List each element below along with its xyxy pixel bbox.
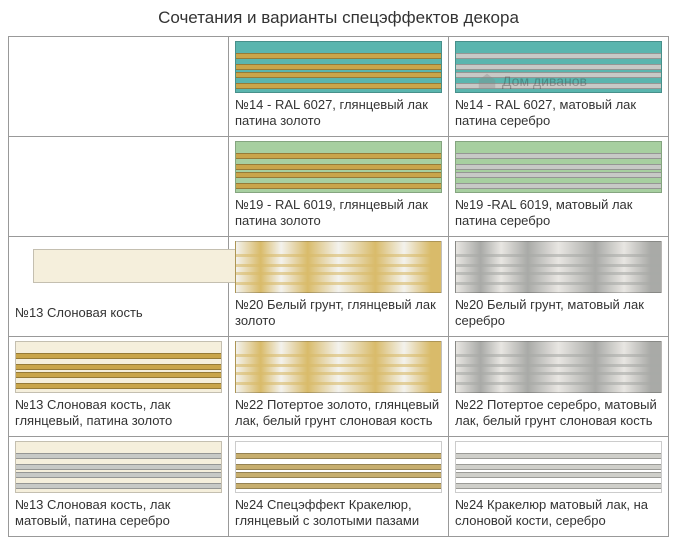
swatch-sample [235,341,442,393]
swatch-cell: №13 Слоновая кость, лак глянцевый, патин… [9,337,229,437]
swatch-cell: №20 Белый грунт, матовый лак серебро [449,237,669,337]
swatch-sample [15,441,222,493]
swatch-sample [455,141,662,193]
swatch-cell: №20 Белый грунт, глянцевый лак золото [229,237,449,337]
swatch-sample [235,441,442,493]
swatch-sample [235,141,442,193]
swatch-cell: №13 Слоновая кость, лак матовый, патина … [9,437,229,537]
swatch-cell: №24 Кракелюр матовый лак, на слоновой ко… [449,437,669,537]
swatch-cell: №14 - RAL 6027, матовый лак патина сереб… [449,37,669,137]
swatch-label: №24 Кракелюр матовый лак, на слоновой ко… [455,497,662,530]
swatch-label: №13 Слоновая кость, лак глянцевый, патин… [15,397,222,430]
swatch-cell: №14 - RAL 6027, глянцевый лак патина зол… [229,37,449,137]
swatch-sample [455,241,662,293]
swatch-cell: №22 Потертое золото, глянцевый лак, белы… [229,337,449,437]
swatch-sample [235,241,442,293]
swatch-sample [235,41,442,93]
swatch-label: №24 Спецэффект Кракелюр, глянцевый с зол… [235,497,442,530]
swatch-sample [455,441,662,493]
swatch-label: №19 -RAL 6019, матовый лак патина серебр… [455,197,662,230]
page-title: Сочетания и варианты спецэффектов декора [8,8,669,28]
swatch-cell: №24 Спецэффект Кракелюр, глянцевый с зол… [229,437,449,537]
swatch-grid: №14 - RAL 6027, глянцевый лак патина зол… [8,36,669,537]
swatch-cell [9,137,229,237]
swatch-label: №22 Потертое серебро, матовый лак, белый… [455,397,662,430]
swatch-cell: №19 -RAL 6019, матовый лак патина серебр… [449,137,669,237]
swatch-cell: №13 Слоновая кость [9,237,229,337]
swatch-sample [455,41,662,93]
swatch-label: №14 - RAL 6027, матовый лак патина сереб… [455,97,662,130]
swatch-sample [455,341,662,393]
swatch-cell: №19 - RAL 6019, глянцевый лак патина зол… [229,137,449,237]
swatch-label: №14 - RAL 6027, глянцевый лак патина зол… [235,97,442,130]
swatch-cell: №22 Потертое серебро, матовый лак, белый… [449,337,669,437]
swatch-cell [9,37,229,137]
swatch-sample [15,341,222,393]
swatch-sample [15,249,222,301]
swatch-label: №13 Слоновая кость, лак матовый, патина … [15,497,222,530]
swatch-label: №20 Белый грунт, глянцевый лак золото [235,297,442,330]
swatch-label: №22 Потертое золото, глянцевый лак, белы… [235,397,442,430]
swatch-label: №19 - RAL 6019, глянцевый лак патина зол… [235,197,442,230]
swatch-label: №20 Белый грунт, матовый лак серебро [455,297,662,330]
swatch-label: №13 Слоновая кость [15,305,222,321]
